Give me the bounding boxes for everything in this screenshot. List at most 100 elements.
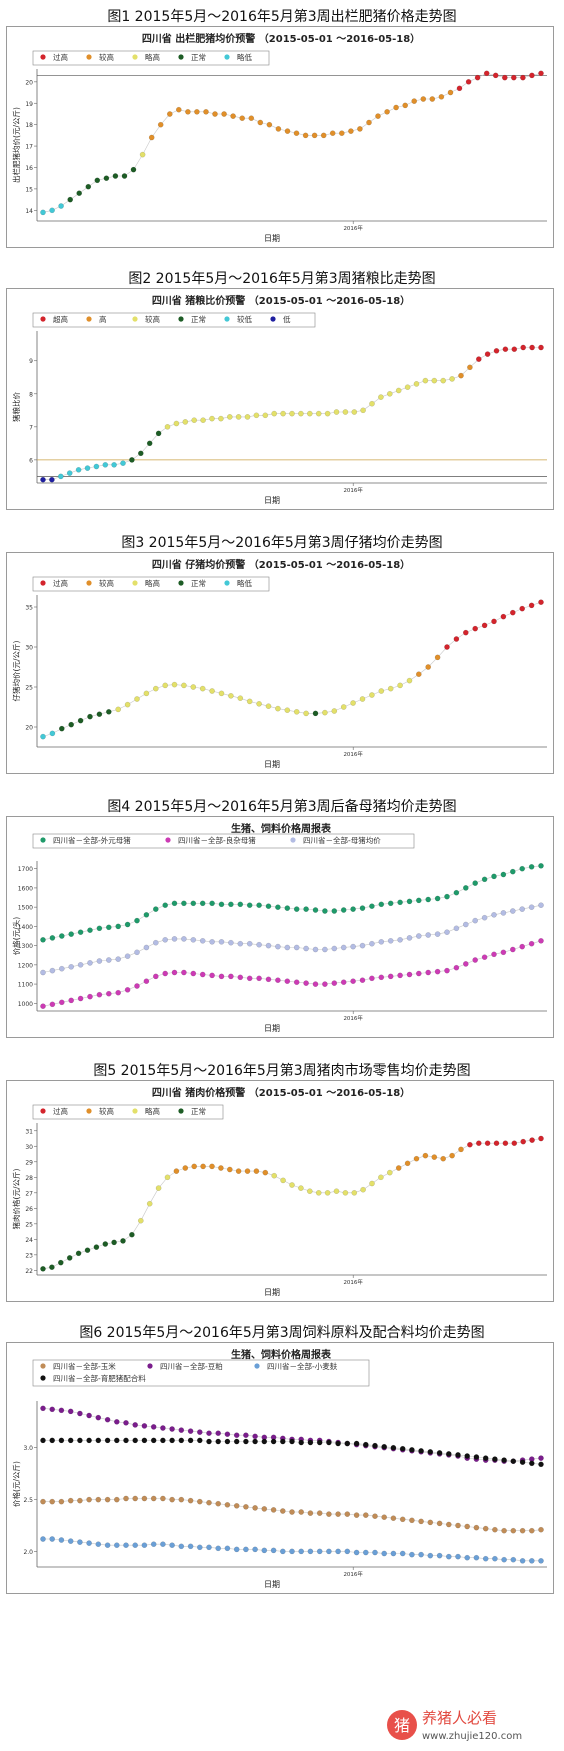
- data-point: [353, 1440, 360, 1447]
- watermark-title: 养猪人必看: [422, 1709, 497, 1727]
- y-tick-label: 16: [25, 165, 33, 172]
- data-point: [256, 975, 262, 982]
- data-point: [270, 1547, 277, 1554]
- data-point: [381, 1550, 388, 1557]
- legend-marker: [40, 1363, 46, 1369]
- data-point: [139, 151, 146, 158]
- data-point: [160, 1541, 166, 1547]
- y-tick-label: 1100: [18, 982, 33, 989]
- data-point: [500, 949, 507, 956]
- data-point: [233, 1432, 240, 1438]
- data-point: [252, 1433, 258, 1440]
- y-tick-label: 30: [25, 645, 33, 652]
- data-point: [265, 976, 272, 983]
- data-point: [196, 1437, 203, 1444]
- data-point: [96, 711, 103, 717]
- data-point: [243, 1546, 249, 1553]
- legend-label: 正常: [191, 579, 206, 588]
- data-point: [162, 902, 168, 908]
- data-point: [462, 885, 469, 891]
- data-point: [187, 1428, 194, 1434]
- data-point: [303, 945, 309, 952]
- legend-label: 略高: [145, 1106, 160, 1116]
- legend-label: 较高: [99, 52, 114, 62]
- data-point: [152, 685, 159, 692]
- data-point: [137, 450, 144, 457]
- data-point: [415, 897, 422, 904]
- y-tick-label: 1200: [18, 962, 33, 969]
- data-point: [538, 1557, 544, 1564]
- data-point: [66, 1255, 73, 1261]
- data-point: [58, 1537, 65, 1543]
- y-tick-label: 7: [29, 424, 33, 431]
- data-point: [228, 973, 234, 980]
- data-point: [104, 1437, 111, 1444]
- data-point: [387, 973, 394, 980]
- data-point: [169, 1426, 175, 1432]
- data-point: [369, 940, 375, 947]
- data-point: [114, 1496, 120, 1503]
- data-point: [237, 974, 244, 981]
- data-point: [187, 1497, 194, 1504]
- data-point: [134, 983, 140, 989]
- data-point: [381, 1443, 388, 1450]
- data-point: [331, 945, 338, 952]
- data-point: [150, 1424, 157, 1430]
- legend-label: 四川省－全部-良杂母猪: [178, 835, 256, 845]
- data-point: [322, 981, 328, 987]
- data-point: [77, 1410, 83, 1417]
- data-point: [181, 936, 187, 942]
- data-point: [378, 1174, 384, 1181]
- data-point: [293, 906, 300, 912]
- data-point: [434, 895, 441, 902]
- data-point: [237, 695, 244, 701]
- data-point: [406, 935, 413, 941]
- data-point: [425, 664, 432, 670]
- data-point: [75, 466, 82, 473]
- data-point: [425, 969, 432, 976]
- data-point: [199, 685, 206, 692]
- data-point: [312, 946, 319, 953]
- data-point: [510, 1458, 517, 1464]
- data-point: [366, 119, 372, 126]
- data-point: [360, 407, 366, 414]
- data-point: [246, 902, 253, 908]
- legend-label: 正常: [191, 1107, 206, 1116]
- data-point: [271, 1172, 278, 1179]
- data-point: [279, 1508, 286, 1514]
- data-point: [510, 74, 517, 81]
- data-point: [49, 730, 56, 737]
- data-point: [395, 387, 402, 394]
- x-axis-label: 日期: [264, 1024, 280, 1033]
- legend-label: 四川省－全部-母猪均价: [303, 835, 381, 845]
- data-point: [464, 1554, 471, 1561]
- data-point: [150, 1495, 157, 1502]
- data-point: [134, 949, 140, 956]
- data-point: [307, 1439, 314, 1446]
- data-point: [160, 1425, 166, 1431]
- data-point: [146, 1200, 153, 1207]
- data-point: [453, 636, 460, 642]
- chart-panel-1: 四川省 出栏肥猪均价预警 （2015-05-01 ～2016-05-18） 过高 较…: [6, 26, 554, 248]
- chart-title: 四川省 猪肉价格预警 （2015-05-01 ～2016-05-18）: [152, 1086, 410, 1099]
- data-point: [85, 183, 92, 190]
- data-point: [359, 977, 366, 983]
- series-line: [42, 601, 542, 737]
- data-point: [418, 1448, 424, 1454]
- legend-label: 较低: [237, 314, 252, 324]
- legend-box: [32, 833, 415, 849]
- data-point: [137, 1217, 144, 1224]
- data-point: [289, 410, 295, 417]
- data-point: [415, 970, 422, 977]
- data-point: [350, 943, 356, 950]
- data-point: [462, 961, 469, 967]
- data-point: [40, 1498, 46, 1505]
- data-point: [387, 685, 394, 692]
- x-axis-label: 日期: [264, 234, 280, 243]
- data-point: [298, 1509, 305, 1515]
- chart-title: 四川省 仔猪均价预警 （2015-05-01 ～2016-05-18）: [152, 558, 410, 571]
- data-point: [68, 997, 74, 1004]
- data-point: [87, 993, 93, 1000]
- data-point: [253, 1168, 260, 1174]
- data-point: [418, 1551, 424, 1558]
